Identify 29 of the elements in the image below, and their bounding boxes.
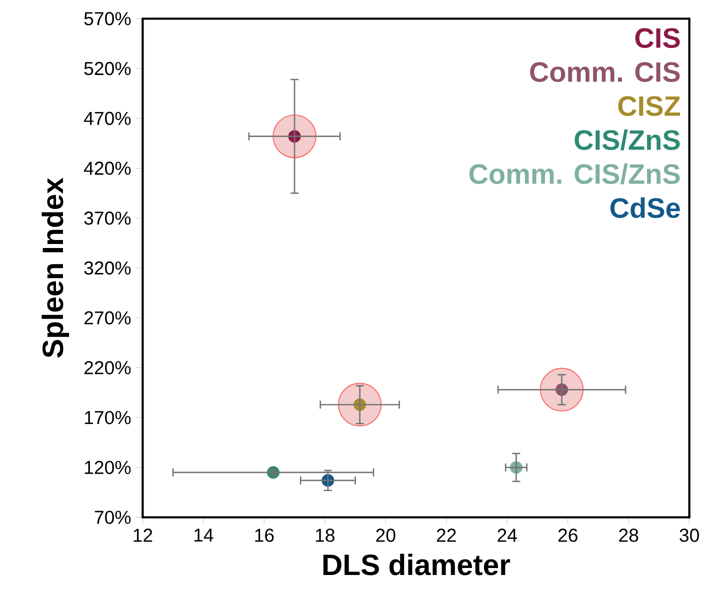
x-tick-label: 14	[194, 528, 214, 542]
x-tick-label: 16	[255, 528, 274, 542]
y-axis-title: Spleen Index	[42, 178, 70, 358]
text: Comm. CIS/ZnS	[469, 163, 680, 184]
y-tick-label: 470%	[84, 112, 131, 126]
y-tick-label: 70%	[94, 510, 131, 524]
text: CIS	[635, 28, 680, 48]
y-tick-label: 220%	[84, 361, 131, 374]
y-tick-label: 370%	[84, 212, 131, 225]
x-tick-label: 30	[680, 528, 699, 542]
y-tick-label: 420%	[84, 162, 131, 175]
x-tick-label: 20	[376, 528, 396, 542]
x-axis-title: DLS diameter	[323, 554, 510, 576]
text: CdSe	[610, 197, 680, 218]
y-tick-label: 570%	[84, 12, 131, 26]
y-tick-label: 320%	[84, 261, 131, 275]
text: CIS/ZnS	[574, 129, 680, 150]
x-tick-label: 26	[558, 528, 578, 542]
x-tick-label: 12	[134, 528, 152, 542]
y-tick-label: 170%	[84, 410, 131, 424]
text: Comm. CIS	[530, 62, 680, 82]
y-tick-label: 270%	[84, 311, 131, 324]
x-tick-label: 24	[498, 528, 517, 542]
y-tick-label: 520%	[84, 62, 131, 76]
x-tick-label: 28	[619, 528, 638, 542]
text: CISZ	[618, 96, 680, 116]
x-tick-label: 18	[316, 528, 334, 542]
x-tick-label: 22	[436, 528, 456, 542]
y-tick-label: 120%	[84, 460, 131, 474]
